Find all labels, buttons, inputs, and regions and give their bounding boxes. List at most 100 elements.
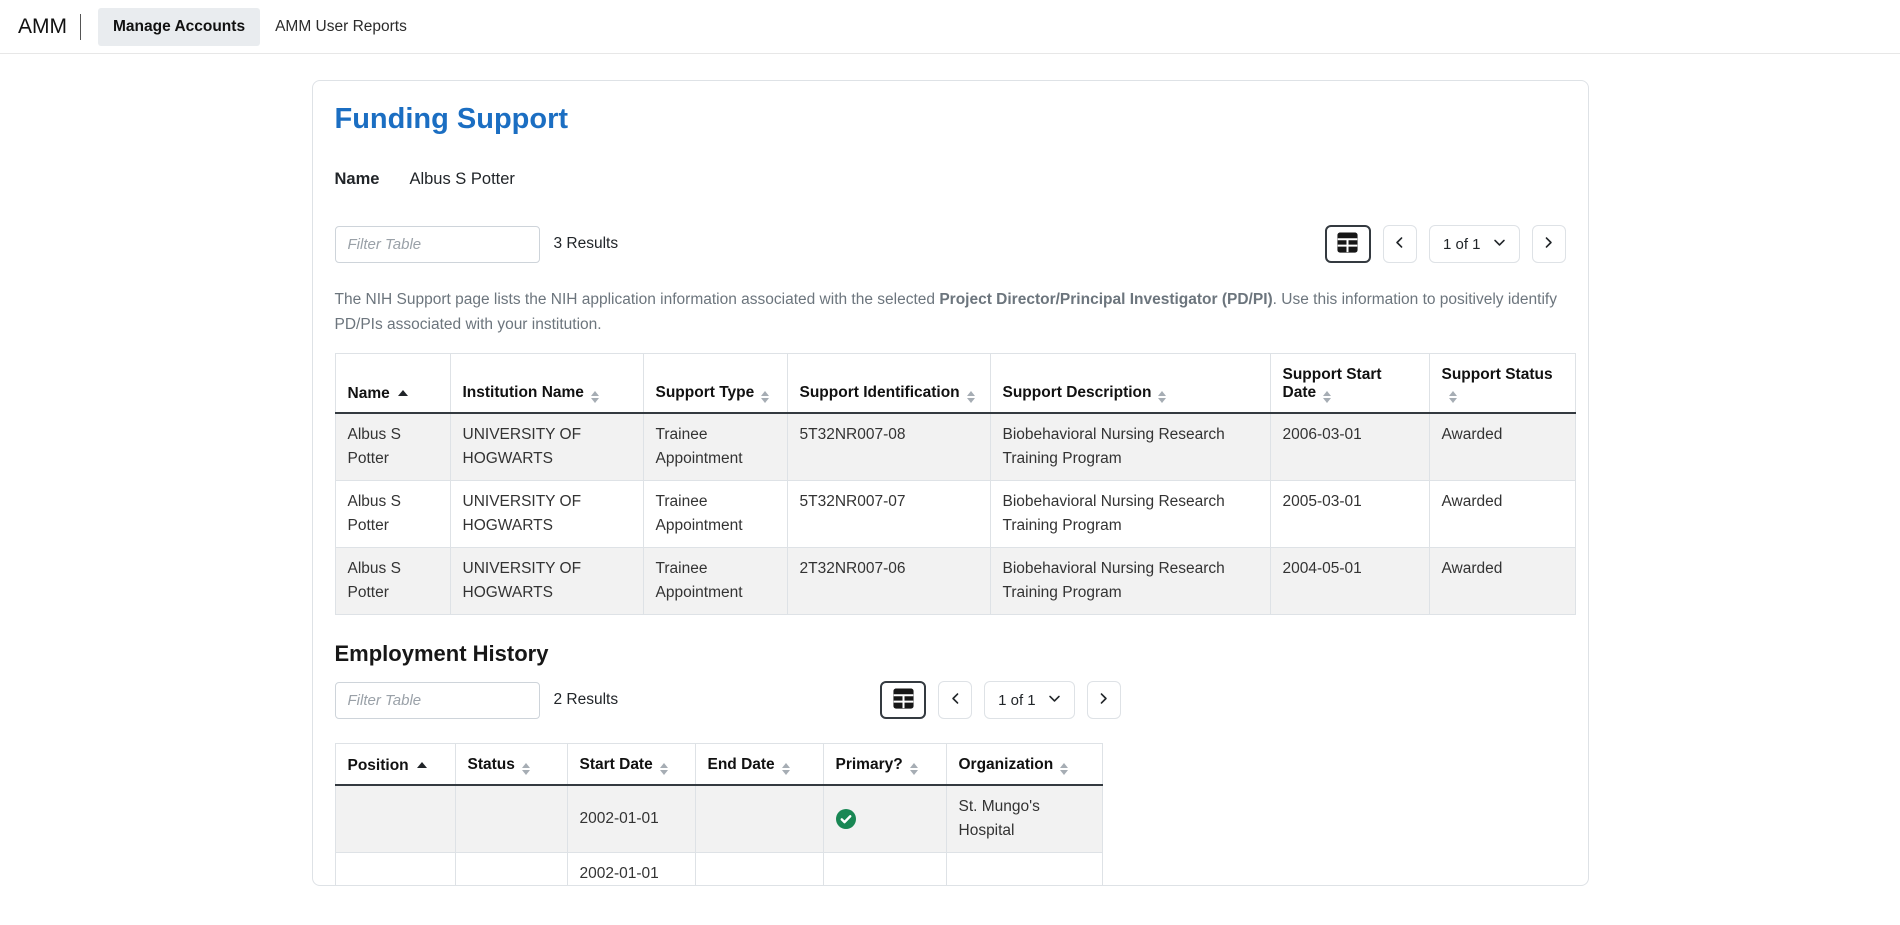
cell-support-description: Biobehavioral Nursing Research Training … (990, 481, 1270, 548)
table-grid-icon (892, 687, 915, 713)
person-name-row: Name Albus S Potter (335, 170, 1566, 189)
sort-icon (782, 763, 790, 775)
cell-status (455, 853, 567, 886)
cell-name: Albus S Potter (335, 413, 450, 481)
table-row: Albus S Potter UNIVERSITY OF HOGWARTS Tr… (335, 481, 1575, 548)
cell-support-description: Biobehavioral Nursing Research Training … (990, 548, 1270, 615)
column-header-support-start-date[interactable]: Support Start Date (1270, 354, 1429, 414)
column-header-status[interactable]: Status (455, 744, 567, 786)
cell-position (335, 853, 455, 886)
app-brand: AMM (18, 15, 67, 39)
sort-asc-icon (417, 762, 427, 768)
name-label: Name (335, 170, 380, 189)
cell-name: Albus S Potter (335, 481, 450, 548)
funding-page-select[interactable]: 1 of 1 (1429, 225, 1520, 263)
funding-page-select-value: 1 of 1 (1443, 236, 1481, 253)
employment-table-view-button[interactable] (880, 681, 926, 719)
chevron-right-icon (1542, 236, 1555, 252)
cell-start-date: 2002-01-01 (567, 785, 695, 853)
sort-icon (522, 763, 530, 775)
cell-support-start-date: 2005-03-01 (1270, 481, 1429, 548)
chevron-left-icon (949, 692, 962, 708)
top-navbar: AMM Manage Accounts AMM User Reports (0, 0, 1900, 54)
sort-icon (591, 391, 599, 403)
cell-organization (946, 853, 1102, 886)
employment-history-table: Position Status Start Date End Date Prim… (335, 743, 1103, 886)
table-grid-icon (1336, 231, 1359, 257)
employment-table-controls: 2 Results 1 of 1 (335, 681, 1566, 719)
funding-support-card: Funding Support Name Albus S Potter 3 Re… (312, 80, 1589, 886)
cell-institution: UNIVERSITY OF HOGWARTS (450, 481, 643, 548)
employment-next-page-button[interactable] (1087, 681, 1121, 719)
employment-filter-input[interactable] (335, 682, 540, 719)
chevron-down-icon (1048, 692, 1061, 709)
pd-pi-bold-text: Project Director/Principal Investigator … (939, 291, 1272, 308)
chevron-left-icon (1393, 236, 1406, 252)
chevron-right-icon (1097, 692, 1110, 708)
column-header-support-type[interactable]: Support Type (643, 354, 787, 414)
funding-next-page-button[interactable] (1532, 225, 1566, 263)
page-title: Funding Support (335, 103, 1566, 136)
employment-page-select[interactable]: 1 of 1 (984, 681, 1075, 719)
cell-support-description: Biobehavioral Nursing Research Training … (990, 413, 1270, 481)
table-row: Albus S Potter UNIVERSITY OF HOGWARTS Tr… (335, 548, 1575, 615)
nav-item-manage-accounts[interactable]: Manage Accounts (98, 8, 260, 46)
cell-primary (823, 853, 946, 886)
column-header-position[interactable]: Position (335, 744, 455, 786)
cell-support-start-date: 2004-05-01 (1270, 548, 1429, 615)
cell-organization: St. Mungo's Hospital (946, 785, 1102, 853)
cell-support-type: Trainee Appointment (643, 413, 787, 481)
employment-results-count: 2 Results (554, 691, 619, 709)
cell-end-date (695, 853, 823, 886)
sort-icon (910, 763, 918, 775)
cell-support-status: Awarded (1429, 548, 1575, 615)
employment-page-select-value: 1 of 1 (998, 692, 1036, 709)
table-row: 2002-01-01 St. Mungo's Hospital (335, 785, 1102, 853)
name-value: Albus S Potter (409, 170, 514, 189)
cell-institution: UNIVERSITY OF HOGWARTS (450, 413, 643, 481)
column-header-organization[interactable]: Organization (946, 744, 1102, 786)
cell-support-type: Trainee Appointment (643, 548, 787, 615)
employment-history-title: Employment History (335, 641, 1566, 667)
cell-support-identification: 5T32NR007-07 (787, 481, 990, 548)
funding-prev-page-button[interactable] (1383, 225, 1417, 263)
cell-start-date: 2002-01-01 (567, 853, 695, 886)
cell-support-start-date: 2006-03-01 (1270, 413, 1429, 481)
cell-support-identification: 2T32NR007-06 (787, 548, 990, 615)
column-header-name[interactable]: Name (335, 354, 450, 414)
funding-table-view-button[interactable] (1325, 225, 1371, 263)
employment-prev-page-button[interactable] (938, 681, 972, 719)
nih-support-description: The NIH Support page lists the NIH appli… (335, 287, 1567, 337)
column-header-support-description[interactable]: Support Description (990, 354, 1270, 414)
cell-support-identification: 5T32NR007-08 (787, 413, 990, 481)
column-header-primary[interactable]: Primary? (823, 744, 946, 786)
cell-support-type: Trainee Appointment (643, 481, 787, 548)
sort-icon (1060, 763, 1068, 775)
cell-end-date (695, 785, 823, 853)
column-header-end-date[interactable]: End Date (695, 744, 823, 786)
funding-support-table: Name Institution Name Support Type Suppo… (335, 353, 1576, 615)
column-header-institution-name[interactable]: Institution Name (450, 354, 643, 414)
cell-institution: UNIVERSITY OF HOGWARTS (450, 548, 643, 615)
employment-header-row: Position Status Start Date End Date Prim… (335, 744, 1102, 786)
cell-support-status: Awarded (1429, 413, 1575, 481)
brand-separator (80, 14, 81, 40)
column-header-start-date[interactable]: Start Date (567, 744, 695, 786)
sort-icon (967, 391, 975, 403)
funding-pagination: 1 of 1 (1325, 225, 1566, 263)
funding-filter-input[interactable] (335, 226, 540, 263)
column-header-support-identification[interactable]: Support Identification (787, 354, 990, 414)
cell-position (335, 785, 455, 853)
cell-support-status: Awarded (1429, 481, 1575, 548)
check-circle-icon (836, 809, 934, 829)
table-row: 2002-01-01 (335, 853, 1102, 886)
funding-results-count: 3 Results (554, 235, 619, 253)
sort-icon (1158, 391, 1166, 403)
funding-header-row: Name Institution Name Support Type Suppo… (335, 354, 1575, 414)
nav-item-amm-user-reports[interactable]: AMM User Reports (260, 8, 422, 46)
sort-asc-icon (398, 390, 408, 396)
column-header-support-status[interactable]: Support Status (1429, 354, 1575, 414)
chevron-down-icon (1493, 236, 1506, 253)
cell-status (455, 785, 567, 853)
table-row: Albus S Potter UNIVERSITY OF HOGWARTS Tr… (335, 413, 1575, 481)
